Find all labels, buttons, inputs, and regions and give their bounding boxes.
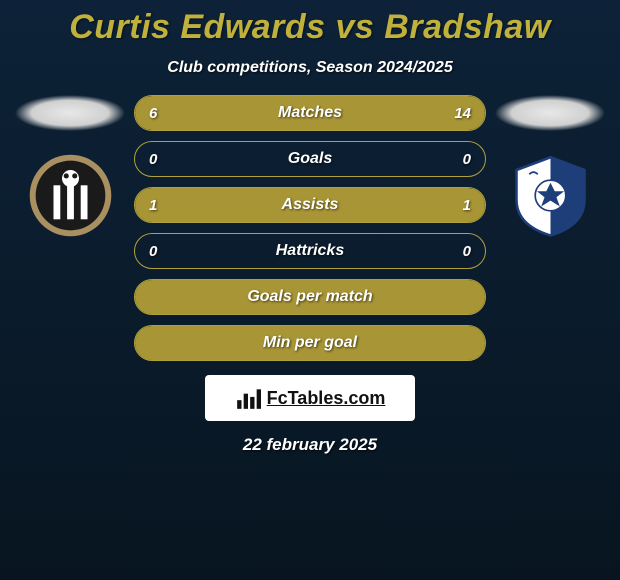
stat-label: Hattricks <box>276 242 344 260</box>
fctables-label: FcTables.com <box>267 388 386 409</box>
page-title: Curtis Edwards vs Bradshaw <box>0 0 620 47</box>
stat-value-right: 0 <box>463 151 471 168</box>
stat-label: Min per goal <box>263 334 357 352</box>
notts-county-crest-icon <box>28 153 113 238</box>
tranmere-rovers-crest-icon <box>508 153 593 238</box>
stat-value-left: 0 <box>149 151 157 168</box>
player-right-column <box>490 95 610 238</box>
stat-row-goals-per-match: Goals per match <box>134 279 486 315</box>
stat-label: Goals <box>288 150 332 168</box>
subtitle: Club competitions, Season 2024/2025 <box>0 47 620 95</box>
stat-label: Matches <box>278 104 342 122</box>
stat-value-left: 6 <box>149 105 157 122</box>
stat-label: Assists <box>282 196 339 214</box>
stat-value-left: 1 <box>149 197 157 214</box>
footer-date: 22 february 2025 <box>0 421 620 455</box>
stat-row-hattricks: 0 Hattricks 0 <box>134 233 486 269</box>
stat-row-matches: 6 Matches 14 <box>134 95 486 131</box>
player-silhouette-right <box>495 95 605 131</box>
stat-value-right: 14 <box>454 105 471 122</box>
player-left-column <box>10 95 130 238</box>
comparison-panel: 6 Matches 14 0 Goals 0 1 Assists 1 0 Hat… <box>0 95 620 361</box>
stats-column: 6 Matches 14 0 Goals 0 1 Assists 1 0 Hat… <box>130 95 490 361</box>
chart-icon <box>235 385 261 411</box>
stat-fill-right <box>240 96 485 130</box>
fctables-link[interactable]: FcTables.com <box>205 375 415 421</box>
stat-label: Goals per match <box>247 288 372 306</box>
stat-value-left: 0 <box>149 243 157 260</box>
player-silhouette-left <box>15 95 125 131</box>
stat-row-goals: 0 Goals 0 <box>134 141 486 177</box>
stat-row-min-per-goal: Min per goal <box>134 325 486 361</box>
stat-row-assists: 1 Assists 1 <box>134 187 486 223</box>
stat-value-right: 1 <box>463 197 471 214</box>
stat-value-right: 0 <box>463 243 471 260</box>
